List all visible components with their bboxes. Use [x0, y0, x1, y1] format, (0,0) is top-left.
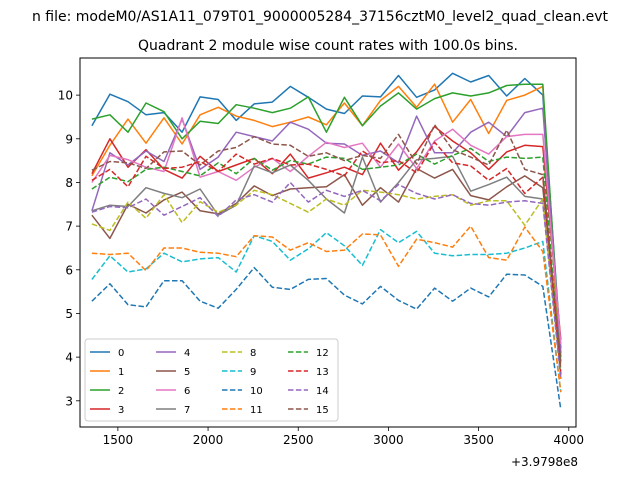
legend-box: [84, 338, 339, 422]
legend-label-7: 7: [184, 405, 190, 416]
y-tick-label: 5: [65, 307, 73, 321]
series-line-14: [91, 181, 562, 380]
x-tick-label: 3000: [373, 433, 404, 447]
y-tick-label: 3: [65, 394, 73, 408]
x-tick-label: 4000: [554, 433, 585, 447]
series-line-2: [91, 83, 562, 358]
x-tick-label: 3500: [463, 433, 494, 447]
plot-area: [91, 72, 562, 410]
series-line-5: [91, 167, 562, 362]
legend-label-10: 10: [250, 386, 263, 397]
legend-label-9: 9: [250, 367, 256, 378]
legend-label-5: 5: [184, 367, 190, 378]
series-line-11: [91, 225, 562, 393]
y-tick-label: 7: [65, 220, 73, 234]
legend-label-13: 13: [316, 367, 329, 378]
x-tick-label: 1500: [103, 433, 134, 447]
y-tick-label: 4: [65, 351, 73, 365]
series-line-0: [91, 72, 562, 349]
legend-label-2: 2: [118, 386, 124, 397]
series-line-10: [91, 266, 562, 410]
figure-suptitle: n file: modeM0/AS1A11_079T01_9000005284_…: [32, 9, 609, 25]
legend-label-12: 12: [316, 348, 329, 359]
series-line-8: [91, 189, 562, 375]
legend-label-1: 1: [118, 367, 124, 378]
series-line-4: [91, 107, 562, 353]
series-line-6: [91, 117, 562, 345]
series-line-15: [91, 124, 562, 366]
series-line-12: [91, 147, 562, 371]
series-line-1: [91, 83, 562, 380]
series-line-3: [91, 125, 562, 340]
legend-label-3: 3: [118, 405, 124, 416]
legend-label-14: 14: [316, 386, 329, 397]
chart-title: Quadrant 2 module wise count rates with …: [138, 38, 518, 54]
legend-label-6: 6: [184, 386, 190, 397]
legend-label-8: 8: [250, 348, 256, 359]
axes-frame: [79, 57, 577, 428]
legend-label-11: 11: [250, 405, 263, 416]
x-tick-label: 2500: [283, 433, 314, 447]
y-tick-label: 10: [58, 89, 73, 103]
series-line-13: [91, 141, 562, 375]
legend-label-4: 4: [184, 348, 190, 359]
x-offset-label: +3.9798e8: [511, 455, 578, 469]
series-line-9: [91, 228, 562, 393]
x-tick-label: 2000: [193, 433, 224, 447]
legend-label-0: 0: [118, 348, 124, 359]
y-tick-label: 6: [65, 263, 73, 277]
legend-label-15: 15: [316, 405, 329, 416]
y-tick-label: 9: [65, 132, 73, 146]
y-tick-label: 8: [65, 176, 73, 190]
